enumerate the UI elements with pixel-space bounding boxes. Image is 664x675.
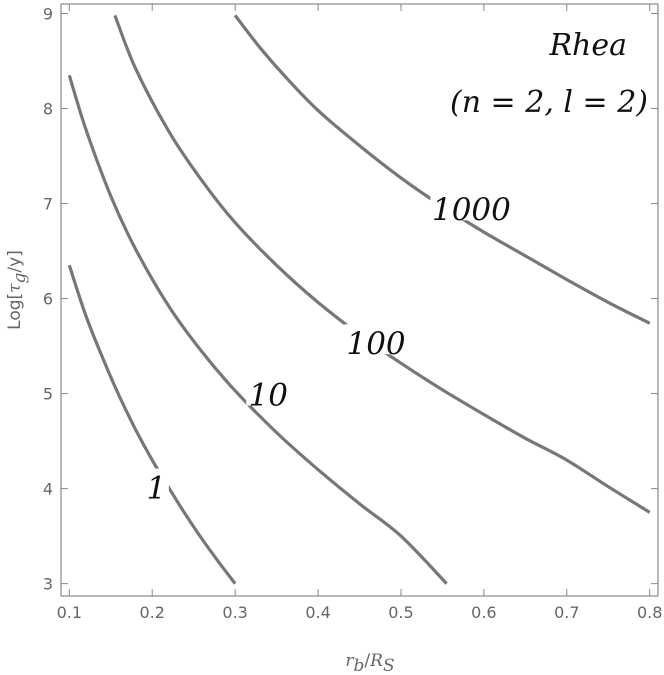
x-tick-label: 0.2 [139, 603, 164, 622]
y-tick-label: 3 [43, 575, 53, 594]
x-axis-title: rb/RS [345, 651, 394, 675]
y-tick-label: 4 [43, 480, 53, 499]
plot-frame [60, 3, 659, 597]
contour-line-10 [67, 74, 448, 585]
y-axis-title: Log[τg/y] [5, 250, 30, 330]
contour-label-1: 1 [146, 471, 166, 507]
y-tick-label: 8 [43, 100, 53, 119]
x-tick-label: 0.4 [305, 603, 330, 622]
contour-label-backdrop [246, 375, 291, 406]
contour-label-10: 10 [249, 377, 288, 413]
contour-label-backdrop [143, 468, 169, 499]
x-tick-label: 0.7 [554, 603, 579, 622]
y-tick-label: 7 [43, 195, 53, 214]
x-tick-label: 0.1 [57, 603, 82, 622]
annotation-mode-numbers: (n = 2, l = 2) [450, 85, 648, 120]
contour-label-backdrop [344, 324, 408, 355]
y-tick-label: 5 [43, 385, 53, 404]
contour-labels: 1 10 100 1000 [143, 190, 513, 507]
y-tick-label: 6 [43, 290, 53, 309]
contour-label-1000: 1000 [432, 192, 511, 228]
annotation-body-name: Rhea [548, 28, 627, 63]
contour-line-1 [67, 264, 237, 585]
x-tick-label: 0.3 [222, 603, 247, 622]
x-tick-label: 0.8 [637, 603, 662, 622]
y-axis-ticks: 3 4 5 6 7 8 9 [43, 5, 658, 594]
x-axis-ticks: 0.1 0.2 0.3 0.4 0.5 0.6 0.7 0.8 [57, 4, 662, 622]
contour-line-1000 [233, 14, 651, 325]
contour-label-backdrop [430, 190, 513, 221]
contour-label-100: 100 [346, 326, 405, 362]
y-tick-label: 9 [43, 5, 53, 24]
x-tick-label: 0.6 [471, 603, 496, 622]
x-tick-label: 0.5 [388, 603, 413, 622]
